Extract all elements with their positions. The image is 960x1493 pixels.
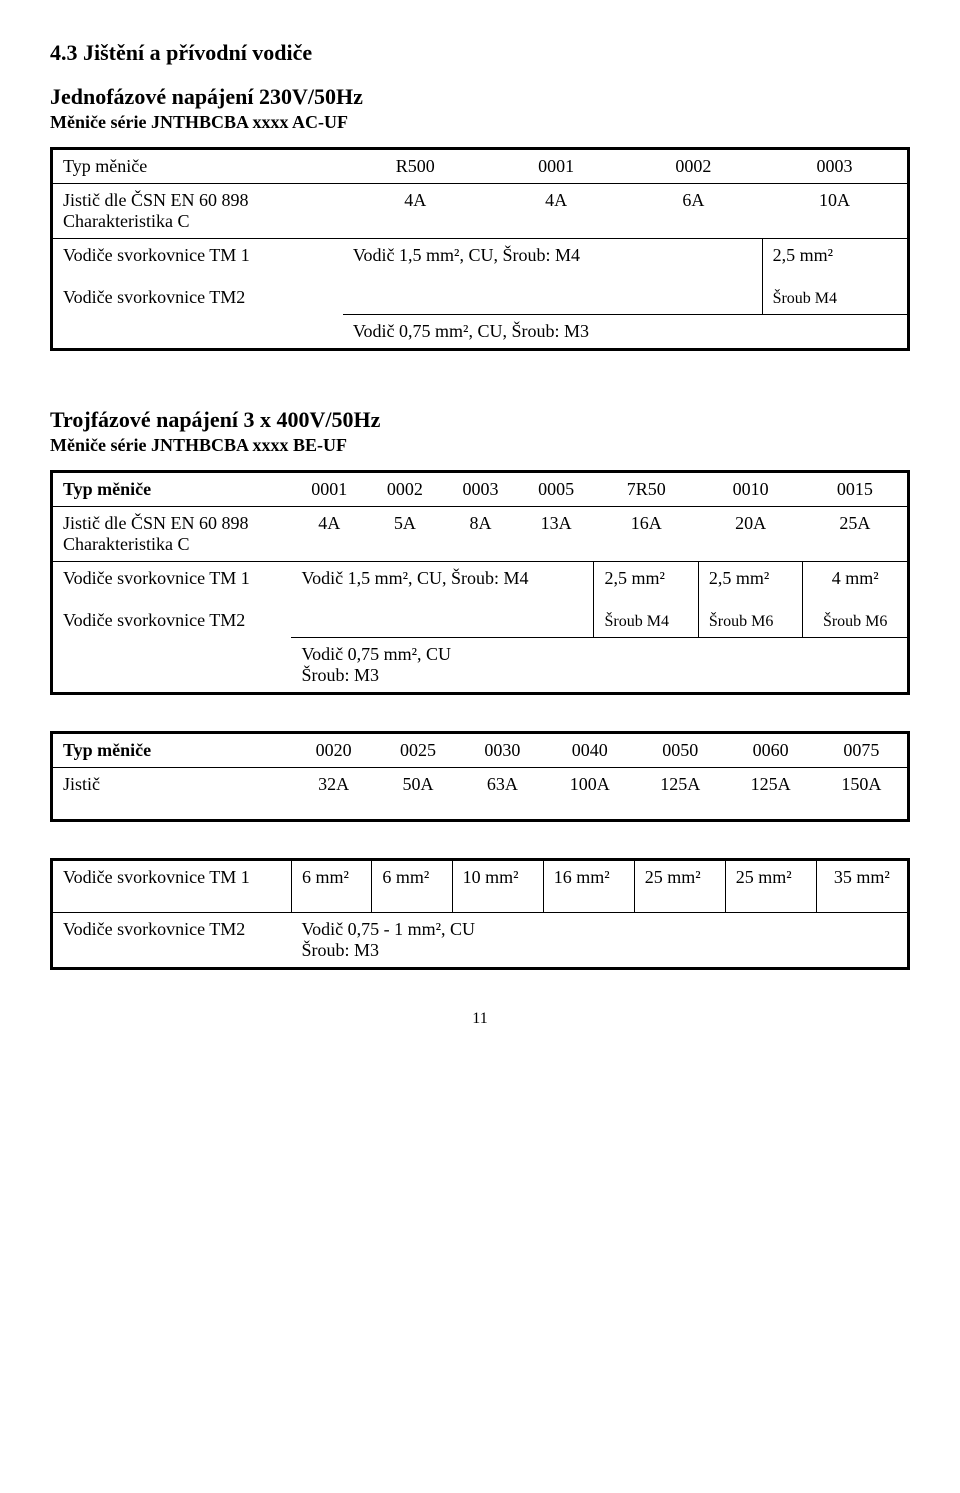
t1-jistic-l2: Charakteristika C [63,211,189,231]
t2-tm1-c1: 2,5 mm² Šroub M4 [594,562,698,638]
t3-typ-5: 0060 [725,733,815,768]
t3-typ-1: 0025 [376,733,460,768]
table-3phase-c: Vodiče svorkovnice TM 1 6 mm² 6 mm² 10 m… [50,858,910,970]
t4-tm2-text: Vodič 0,75 - 1 mm², CU Šroub: M3 [291,913,908,969]
t2-tm1-text: Vodič 1,5 mm², CU, Šroub: M4 [291,562,594,638]
t1-typ-3: 0003 [762,149,908,184]
t4-tm1-5: 25 mm² [725,860,816,913]
t1-typ-1: 0001 [488,149,625,184]
t3-typ-3: 0040 [545,733,635,768]
t2-jistic-6: 25A [803,507,909,562]
t1-jistic-l1: Jistič dle ČSN EN 60 898 [63,190,249,210]
t2-jistic-3: 13A [518,507,594,562]
t2-tm1-c2a: 2,5 mm² [709,568,769,588]
t2-jistic-5: 20A [698,507,802,562]
section-title: 4.3 Jištění a přívodní vodiče [50,40,910,66]
subheading-1phase-note: Měniče série JNTHBCBA xxxx AC-UF [50,112,910,133]
subheading-3phase-note: Měniče série JNTHBCBA xxxx BE-UF [50,435,910,456]
t2-typ-2: 0003 [443,472,519,507]
t1-tm1-right: 2,5 mm² Šroub M4 [762,239,908,315]
t4-tm2-l2: Šroub: M3 [301,940,379,960]
t3-typ-4: 0050 [635,733,725,768]
t1-typ-label: Typ měniče [52,149,343,184]
t3-jistic-3: 100A [545,768,635,821]
table-3phase-a: Typ měniče 0001 0002 0003 0005 7R50 0010… [50,470,910,695]
t4-tm2-label: Vodiče svorkovnice TM2 [52,913,292,969]
t4-tm1-3: 16 mm² [543,860,634,913]
t1-typ-0: R500 [343,149,488,184]
t1-tm1-right2: Šroub M4 [773,290,837,307]
table-3phase-b: Typ měniče 0020 0025 0030 0040 0050 0060… [50,731,910,822]
t2-jistic-2: 8A [443,507,519,562]
t2-jistic-l1: Jistič dle ČSN EN 60 898 [63,513,249,533]
t2-typ-6: 0015 [803,472,909,507]
t4-tm1-0: 6 mm² [291,860,371,913]
t1-tm1-right1: 2,5 mm² [773,245,833,265]
t2-tm1-label: Vodiče svorkovnice TM 1 [52,562,292,596]
t3-jistic-0: 32A [291,768,375,821]
t4-tm1-4: 25 mm² [634,860,725,913]
t4-tm1-label: Vodiče svorkovnice TM 1 [52,860,292,913]
subheading-3phase: Trojfázové napájení 3 x 400V/50Hz [50,407,910,433]
t2-tm1-c3a: 4 mm² [832,568,879,588]
t2-tm1-c2: 2,5 mm² Šroub M6 [698,562,802,638]
t3-typ-label: Typ měniče [52,733,292,768]
t1-tm1-label: Vodiče svorkovnice TM 1 [52,239,343,273]
t4-tm2-l1: Vodič 0,75 - 1 mm², CU [301,919,475,939]
t2-tm1-c1b: Šroub M4 [604,613,668,630]
t1-tm1-text: Vodič 1,5 mm², CU, Šroub: M4 [343,239,762,315]
t3-typ-0: 0020 [291,733,375,768]
subheading-1phase: Jednofázové napájení 230V/50Hz [50,84,910,110]
t2-jistic-label: Jistič dle ČSN EN 60 898 Charakteristika… [52,507,292,562]
t1-jistic-0: 4A [343,184,488,239]
t3-jistic-4: 125A [635,768,725,821]
t2-tm2-text: Vodič 0,75 mm², CU Šroub: M3 [291,638,908,694]
t2-tm2-l2: Šroub: M3 [301,665,379,685]
t3-jistic-6: 150A [816,768,909,821]
t2-tm2-l1: Vodič 0,75 mm², CU [301,644,451,664]
t1-tm2-label: Vodiče svorkovnice TM2 [52,273,343,315]
t2-tm2-label: Vodiče svorkovnice TM2 [52,596,292,638]
t2-jistic-4: 16A [594,507,698,562]
t2-tm1-c2b: Šroub M6 [709,613,773,630]
t2-jistic-1: 5A [367,507,443,562]
t1-typ-2: 0002 [625,149,762,184]
t2-tm1-c3: 4 mm² Šroub M6 [803,562,909,638]
t4-tm1-2: 10 mm² [452,860,543,913]
t2-jistic-0: 4A [291,507,367,562]
t2-jistic-l2: Charakteristika C [63,534,189,554]
t2-typ-3: 0005 [518,472,594,507]
t2-tm1-c1a: 2,5 mm² [604,568,664,588]
t1-tm2-text: Vodič 0,75 mm², CU, Šroub: M3 [343,315,909,350]
t3-typ-6: 0075 [816,733,909,768]
t4-tm1-1: 6 mm² [372,860,452,913]
page-number: 11 [50,1010,910,1028]
t1-jistic-label: Jistič dle ČSN EN 60 898 Charakteristika… [52,184,343,239]
t2-typ-label: Typ měniče [52,472,292,507]
t2-typ-1: 0002 [367,472,443,507]
t3-jistic-1: 50A [376,768,460,821]
t3-jistic-2: 63A [460,768,544,821]
t2-typ-0: 0001 [291,472,367,507]
t2-tm1-c3b: Šroub M6 [823,613,887,630]
table-1phase: Typ měniče R500 0001 0002 0003 Jistič dl… [50,147,910,351]
t1-jistic-3: 10A [762,184,908,239]
t3-typ-2: 0030 [460,733,544,768]
t2-typ-5: 0010 [698,472,802,507]
t3-jistic-label: Jistič [52,768,292,821]
t3-jistic-5: 125A [725,768,815,821]
t4-tm1-6: 35 mm² [816,860,908,913]
t1-jistic-1: 4A [488,184,625,239]
t2-typ-4: 7R50 [594,472,698,507]
t1-jistic-2: 6A [625,184,762,239]
